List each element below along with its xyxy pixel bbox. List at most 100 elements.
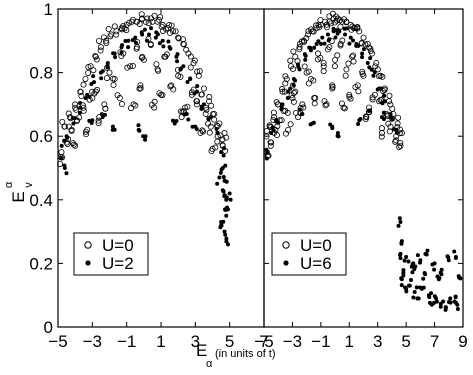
data-point [286, 89, 291, 94]
data-point [166, 39, 171, 44]
data-point [123, 38, 128, 43]
data-point [376, 73, 383, 80]
data-point [401, 268, 406, 273]
data-point [301, 38, 308, 45]
data-point [379, 73, 386, 80]
data-point [299, 101, 306, 108]
data-point [217, 132, 224, 139]
data-point [305, 31, 312, 38]
data-point [137, 82, 144, 89]
data-point [90, 67, 97, 74]
data-point [89, 88, 96, 95]
data-point [404, 289, 409, 294]
data-point [446, 255, 451, 260]
x-tick-label: 3 [373, 332, 382, 351]
data-point [102, 105, 109, 112]
data-point [163, 26, 170, 33]
data-point [153, 61, 160, 68]
data-point [273, 99, 280, 106]
data-point [183, 46, 190, 53]
data-point [195, 84, 200, 89]
data-point [417, 260, 422, 265]
data-point [221, 219, 226, 224]
data-point [103, 37, 110, 44]
data-point [362, 113, 369, 120]
data-point [297, 107, 302, 112]
data-point [95, 37, 102, 44]
data-point [285, 96, 290, 101]
data-point [177, 108, 184, 115]
data-point [85, 63, 92, 70]
data-point [154, 18, 161, 25]
data-point [360, 34, 367, 41]
data-point [288, 86, 293, 91]
data-point [310, 77, 317, 84]
data-point [287, 57, 294, 64]
data-point [180, 41, 187, 48]
data-point [129, 63, 136, 70]
data-point [175, 35, 182, 42]
data-point [147, 41, 154, 48]
data-point [140, 56, 147, 63]
data-point [227, 191, 232, 196]
data-point [146, 32, 151, 37]
data-point [375, 87, 380, 92]
data-point [92, 53, 99, 60]
data-point [62, 138, 67, 143]
data-point [175, 52, 180, 57]
data-point [103, 39, 110, 46]
data-point [59, 155, 64, 160]
data-point [320, 35, 325, 40]
data-point [423, 252, 428, 257]
data-point [438, 301, 443, 306]
data-point [193, 101, 200, 108]
data-point [87, 94, 92, 99]
data-point [282, 73, 289, 80]
data-point [100, 69, 105, 74]
data-point [367, 65, 372, 70]
data-point [373, 60, 380, 67]
data-point [83, 96, 88, 101]
data-point [223, 163, 228, 168]
data-point [263, 127, 270, 134]
data-point [279, 88, 286, 95]
data-point [453, 256, 458, 261]
data-point [107, 33, 114, 40]
data-point [333, 35, 338, 40]
data-point [339, 37, 346, 44]
data-point [365, 61, 370, 66]
x-tick-label: −5 [254, 332, 273, 351]
data-point [142, 18, 149, 25]
data-point [199, 104, 204, 109]
data-point [92, 88, 99, 95]
data-point [398, 252, 403, 257]
x-tick-label: 5 [225, 332, 234, 351]
right-frame [263, 8, 464, 328]
data-point [264, 156, 269, 161]
data-point [224, 236, 229, 241]
data-point [198, 91, 205, 98]
data-point [187, 53, 194, 60]
data-point [392, 127, 397, 132]
y-tick-label: 0 [44, 318, 53, 337]
data-point [330, 126, 335, 131]
data-point [338, 100, 345, 107]
data-point [293, 78, 298, 83]
data-point [352, 83, 359, 90]
data-point [432, 294, 437, 299]
data-point [218, 170, 223, 175]
y-tick-label: 0.4 [29, 191, 53, 210]
data-point [382, 93, 387, 98]
data-point [323, 101, 330, 108]
data-point [132, 102, 139, 109]
data-point [410, 262, 415, 267]
data-point [350, 25, 357, 32]
x-tick-label: −3 [83, 332, 102, 351]
data-point [289, 82, 296, 89]
data-point [332, 56, 339, 63]
data-point [319, 41, 324, 46]
data-point [203, 106, 210, 113]
data-point [211, 116, 218, 123]
left-legend: U=0U=2 [73, 232, 149, 276]
data-point [172, 28, 179, 35]
